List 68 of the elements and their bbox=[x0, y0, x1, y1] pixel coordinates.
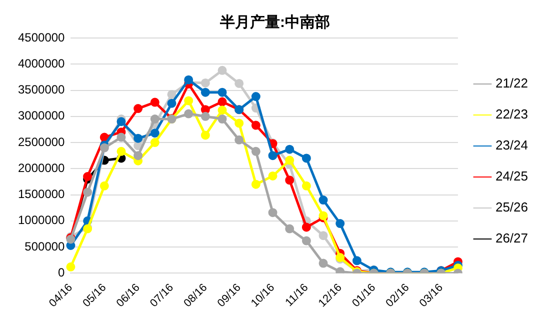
y-tick-label: 3500000 bbox=[18, 82, 66, 97]
point bbox=[184, 96, 194, 106]
point bbox=[285, 156, 294, 165]
point bbox=[150, 128, 160, 138]
point bbox=[285, 176, 294, 185]
legend-label: 26/27 bbox=[495, 230, 528, 246]
point bbox=[318, 231, 328, 240]
legend-label: 23/24 bbox=[495, 138, 528, 153]
point bbox=[336, 219, 345, 228]
point bbox=[218, 106, 227, 115]
point bbox=[302, 222, 311, 232]
point bbox=[200, 78, 210, 88]
point bbox=[83, 172, 92, 182]
point bbox=[200, 88, 210, 97]
y-tick-label: 1500000 bbox=[18, 187, 66, 202]
point bbox=[150, 114, 160, 124]
point bbox=[134, 134, 143, 143]
y-tick-label: 4500000 bbox=[18, 30, 66, 44]
point bbox=[234, 118, 244, 128]
point bbox=[302, 181, 311, 190]
point bbox=[83, 188, 92, 197]
y-tick-label: 1000000 bbox=[18, 213, 66, 228]
point bbox=[318, 258, 328, 268]
legend-label: 24/25 bbox=[495, 168, 528, 184]
point bbox=[116, 146, 126, 156]
point bbox=[268, 171, 278, 180]
point bbox=[285, 224, 294, 234]
point bbox=[167, 90, 176, 99]
point bbox=[218, 66, 227, 75]
legend-label: 21/22 bbox=[495, 76, 528, 91]
point bbox=[234, 135, 244, 144]
y-tick-label: 3000000 bbox=[18, 108, 66, 123]
y-tick-label: 500000 bbox=[24, 239, 66, 254]
point bbox=[66, 262, 76, 272]
point bbox=[251, 92, 260, 102]
point bbox=[150, 98, 160, 107]
point bbox=[200, 130, 210, 140]
y-tick-label: 4000000 bbox=[18, 56, 66, 70]
y-tick-label: 2000000 bbox=[18, 160, 66, 175]
point bbox=[218, 97, 227, 106]
point bbox=[200, 112, 210, 121]
point bbox=[251, 120, 260, 130]
point bbox=[234, 78, 244, 88]
point bbox=[134, 104, 143, 114]
point bbox=[268, 151, 278, 160]
point bbox=[251, 146, 260, 156]
point bbox=[134, 151, 143, 160]
point bbox=[116, 117, 126, 126]
chart-title: 半月产量:中南部 bbox=[219, 13, 330, 32]
point bbox=[302, 236, 311, 246]
point bbox=[268, 208, 278, 218]
point bbox=[100, 181, 109, 190]
point bbox=[251, 180, 260, 189]
legend-label: 22/23 bbox=[495, 106, 528, 122]
point bbox=[352, 256, 362, 266]
y-tick-label: 0 bbox=[58, 266, 66, 280]
point bbox=[318, 196, 328, 205]
point bbox=[184, 75, 194, 84]
point bbox=[167, 98, 176, 108]
point bbox=[150, 138, 160, 148]
y-tick-label: 2500000 bbox=[18, 134, 66, 149]
point bbox=[218, 88, 227, 97]
point bbox=[184, 109, 194, 118]
point bbox=[285, 144, 294, 154]
legend-label: 25/26 bbox=[495, 200, 528, 215]
point bbox=[116, 132, 126, 142]
point bbox=[218, 114, 227, 124]
point bbox=[302, 154, 311, 163]
